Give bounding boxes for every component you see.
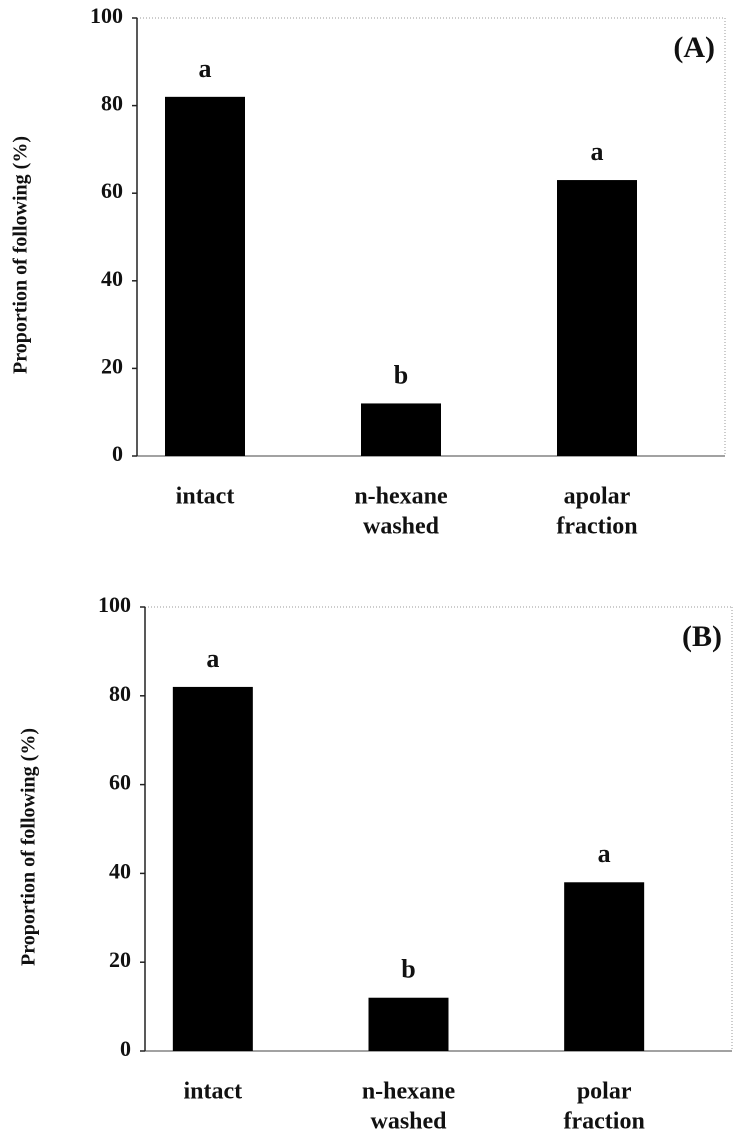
x-tick-label: washed [363,514,440,540]
panel-label: (B) [682,620,722,653]
significance-letter: a [591,137,604,166]
y-tick-label: 60 [101,178,123,203]
x-tick-label: fraction [556,514,637,540]
significance-letter: b [401,955,415,984]
x-tick-label: n-hexane [354,484,448,510]
panel: 0 20 40 60 80 100 Proportion of following (%) (… [18,592,733,1130]
panel: 0 20 40 60 80 100 Proportion of following (%) (… [10,3,726,540]
bar [368,997,449,1051]
panel-label: (A) [673,31,715,64]
y-tick-label: 100 [98,592,131,617]
y-tick-label: 80 [101,91,123,116]
y-tick-label: 20 [101,353,123,378]
bar [361,403,441,456]
x-tick-label: washed [370,1109,447,1130]
y-tick-label: 0 [120,1036,131,1061]
y-tick-label: 0 [112,441,123,466]
y-tick-label: 80 [109,681,131,706]
x-tick-label: fraction [564,1109,645,1130]
x-tick-label: intact [176,484,235,510]
y-tick-label: 100 [90,3,123,28]
bar [564,882,645,1051]
y-tick-label: 40 [101,266,123,291]
x-tick-label: apolar [564,484,631,510]
significance-letter: a [598,839,611,868]
x-tick-label: intact [184,1079,243,1105]
significance-letter: a [206,644,219,673]
significance-letter: a [199,54,212,83]
bar [557,180,637,456]
bar [165,96,245,456]
y-tick-label: 20 [109,947,131,972]
y-axis-label: Proportion of following (%) [10,136,32,374]
significance-letter: b [394,360,408,389]
y-tick-label: 40 [109,858,131,883]
y-axis-label: Proportion of following (%) [18,728,40,966]
y-tick-label: 60 [109,770,131,795]
x-tick-label: n-hexane [362,1079,456,1105]
bar [172,686,253,1051]
x-tick-label: polar [577,1079,632,1105]
